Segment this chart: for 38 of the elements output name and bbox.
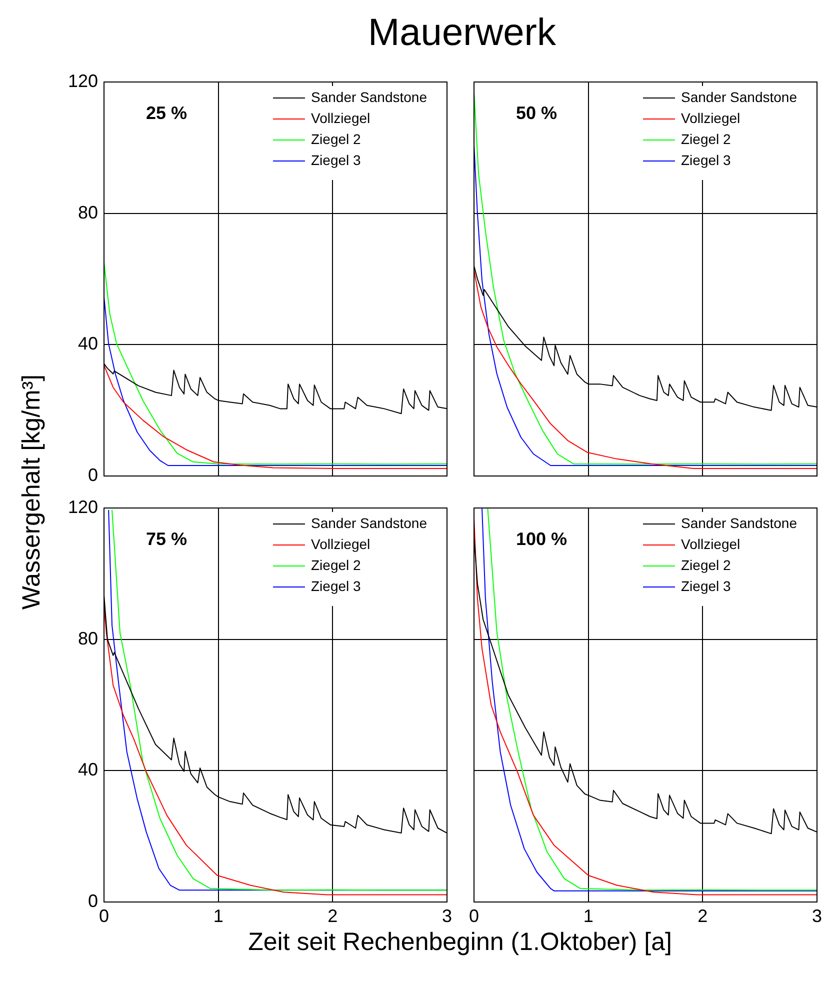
y-tick-label: 0 [88,464,98,485]
legend-label: Sander Sandstone [311,514,428,531]
legend-label: Sander Sandstone [681,514,798,531]
legend-label: Ziegel 2 [681,556,732,573]
legend-label: Vollziegel [311,536,370,552]
y-tick-label: 0 [88,890,98,911]
x-axis-title: Zeit seit Rechenbeginn (1.Oktober) [a] [248,928,672,957]
x-tick-label: 1 [583,906,594,926]
annotation: 100 % [516,528,568,549]
x-tick-label: 0 [468,906,480,926]
x-tick-label: 3 [442,906,452,926]
y-axis-title: Wassergehalt [kg/m³] [18,374,46,610]
chart-title: Mauerwerk [368,12,556,55]
x-tick-label: 3 [812,906,822,926]
y-tick-label: 40 [78,334,98,354]
y-tick-label: 120 [68,70,98,91]
y-tick-label: 80 [78,202,98,222]
legend-label: Ziegel 2 [311,130,362,147]
y-tick-label: 120 [68,496,98,517]
x-tick-label: 2 [328,906,338,926]
legend-label: Ziegel 2 [311,556,362,573]
legend-label: Sander Sandstone [311,88,428,105]
annotation: 25 % [146,102,188,123]
annotation: 75 % [146,528,188,549]
x-tick-label: 2 [698,906,708,926]
annotation: 50 % [516,102,558,123]
legend-label: Ziegel 3 [681,578,732,594]
legend-label: Vollziegel [681,536,740,552]
legend-label: Vollziegel [681,110,740,126]
legend-label: Ziegel 3 [311,578,362,594]
x-tick-label: 1 [213,906,224,926]
legend-label: Vollziegel [311,110,370,126]
y-tick-label: 40 [78,760,98,780]
legend-label: Sander Sandstone [681,88,798,105]
y-tick-label: 80 [78,628,98,648]
legend-label: Ziegel 3 [681,152,732,168]
legend-label: Ziegel 2 [681,130,732,147]
legend-label: Ziegel 3 [311,152,362,168]
